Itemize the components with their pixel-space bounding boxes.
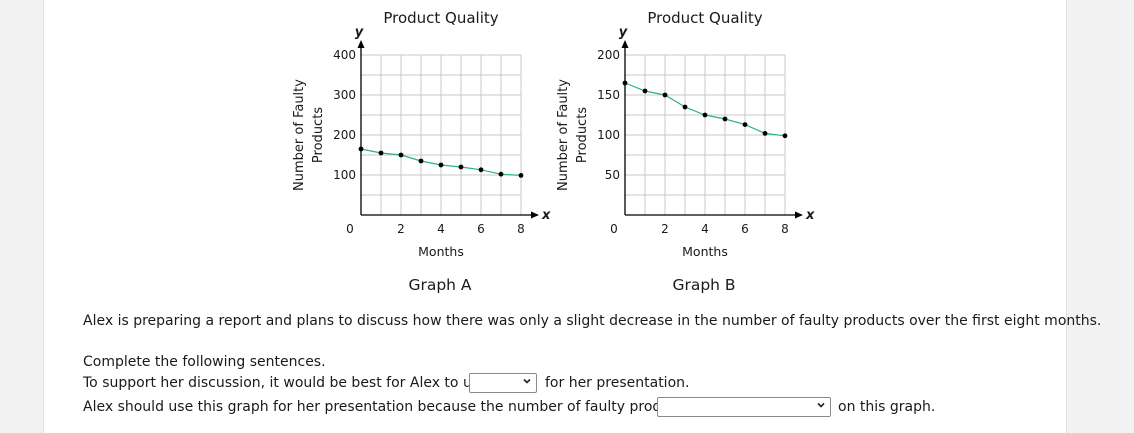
graph-b-data-point: [642, 88, 648, 94]
graph-b-caption: Graph B: [672, 276, 735, 294]
instruction-text: Complete the following sentences.: [83, 354, 326, 370]
graph-choice-dropdown[interactable]: [469, 373, 537, 393]
graph-a-data-point: [478, 167, 484, 173]
graph-a-y-tick-label: 100: [333, 168, 356, 182]
graph-a-x-tick-label: 4: [437, 222, 445, 236]
sentence-1-end: for her presentation.: [545, 375, 690, 391]
graph-a-x-tick-label: 6: [477, 222, 485, 236]
graph-b-data-point: [782, 133, 788, 139]
graph-a-data-point: [458, 164, 464, 170]
graph-b-x-axis-arrow: [795, 211, 803, 219]
graph-b-data-point: [622, 80, 628, 86]
graph-a-data-point: [378, 150, 384, 156]
graph-a-x-axis-arrow: [531, 211, 539, 219]
graph-b-x-tick-label: 6: [741, 222, 749, 236]
graph-b-data-point: [702, 112, 708, 118]
graph-b-y-tick-label: 150: [597, 88, 620, 102]
question-prompt: Alex is preparing a report and plans to …: [83, 313, 1102, 329]
graph-a-data-point: [398, 152, 404, 158]
graph-a-caption: Graph A: [408, 276, 471, 294]
trend-choice-dropdown[interactable]: [657, 397, 831, 417]
graph-a-data-point: [358, 146, 364, 152]
graph-b-x-axis-letter: x: [805, 208, 815, 223]
graph-b-data-point: [662, 92, 668, 98]
sentence-1-start: To support her discussion, it would be b…: [83, 375, 488, 391]
graph-a-origin-label: 0: [346, 222, 354, 236]
question-panel: [43, 0, 1067, 433]
graph-a-x-tick-label: 2: [397, 222, 405, 236]
graph-a: x y 0 2 4 6 8 100 200 300 400 Product Quality Months…: [285, 0, 555, 300]
graph-a-x-tick-label: 8: [517, 222, 525, 236]
graph-a-y-tick-label: 300: [333, 88, 356, 102]
graph-b-y-tick-label: 50: [605, 168, 620, 182]
graph-a-title: Product Quality: [383, 9, 498, 27]
graph-b-x-tick-label: 2: [661, 222, 669, 236]
chevron-down-icon: [817, 402, 825, 408]
graph-b-title: Product Quality: [647, 9, 762, 27]
graph-b-y-axis-arrow: [621, 40, 629, 48]
graph-a-data-point: [438, 162, 444, 168]
graph-a-data-point: [518, 173, 524, 178]
graph-b: x y 0 2 4 6 8 50 100 150 200 Product Quality Months N…: [549, 0, 819, 300]
graph-b-data-point: [742, 122, 748, 127]
graph-b-y-tick-label: 100: [597, 128, 620, 142]
graph-a-y-axis-letter: y: [355, 25, 364, 40]
graph-b-y-axis-label: Number of Faulty Products: [556, 79, 590, 191]
graph-a-y-tick-label: 200: [333, 128, 356, 142]
graph-b-x-axis-label: Months: [682, 244, 728, 259]
graph-a-data-point: [498, 171, 504, 177]
graph-b-svg: x y 0 2 4 6 8 50 100 150 200 Product Quality Months N…: [556, 9, 815, 294]
sentence-2-end: on this graph.: [838, 399, 936, 415]
graph-a-y-tick-label: 400: [333, 48, 356, 62]
graph-a-data-point: [418, 158, 424, 164]
chevron-down-icon: [523, 378, 531, 384]
graph-b-data-point: [722, 116, 728, 122]
graph-b-x-tick-label: 8: [781, 222, 789, 236]
graph-a-svg: x y 0 2 4 6 8 100 200 300 400 Product Quality Months…: [292, 9, 551, 294]
graph-b-x-tick-label: 4: [701, 222, 709, 236]
graph-a-x-axis-label: Months: [418, 244, 464, 259]
graph-b-data-point: [762, 131, 768, 136]
graph-b-origin-label: 0: [610, 222, 618, 236]
graph-a-x-axis-letter: x: [541, 208, 551, 223]
graph-a-y-axis-label: Number of Faulty Products: [292, 79, 326, 191]
graph-b-y-tick-label: 200: [597, 48, 620, 62]
graph-b-y-axis-letter: y: [619, 25, 628, 40]
sentence-2-start: Alex should use this graph for her prese…: [83, 399, 691, 415]
graph-b-data-point: [682, 104, 688, 110]
graph-a-y-axis-arrow: [357, 40, 365, 48]
